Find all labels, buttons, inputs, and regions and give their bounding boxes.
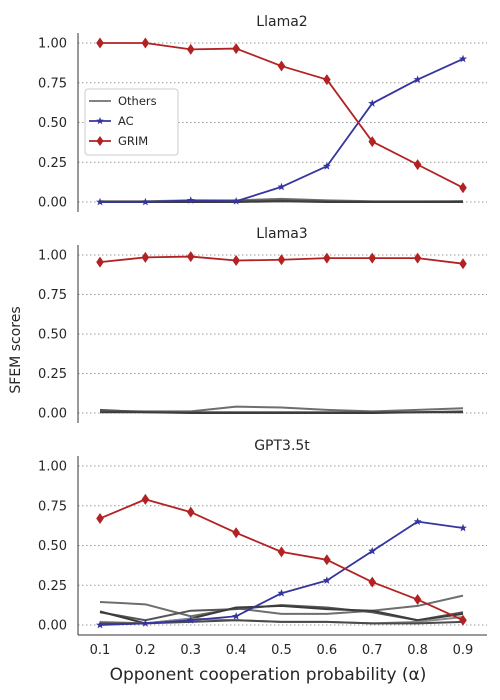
y-tick-label: 0.50: [38, 539, 67, 554]
y-tick-label: 0.50: [38, 328, 67, 343]
grim-point: [368, 136, 377, 148]
y-tick-label: 0.25: [38, 156, 67, 171]
x-tick-label: 0.7: [362, 643, 383, 658]
y-tick-label: 0.00: [38, 407, 67, 422]
grim-point: [413, 159, 422, 171]
y-tick-label: 0.00: [38, 619, 67, 634]
ac-point: [459, 54, 467, 63]
grim-point: [277, 546, 286, 558]
x-tick-label: 0.2: [135, 643, 156, 658]
ac-point: [96, 620, 104, 629]
grim-point: [186, 251, 195, 263]
y-tick-label: 0.75: [38, 76, 67, 91]
grim-point: [368, 252, 377, 264]
panels: Llama20.000.250.500.751.00OthersACGRIMLl…: [38, 14, 487, 658]
ac-point: [322, 576, 331, 584]
grim-point: [232, 43, 240, 55]
panel-title: Llama2: [256, 14, 307, 30]
ac-point: [141, 619, 150, 627]
panel-title: Llama3: [256, 226, 307, 242]
diamond-icon: [96, 136, 104, 146]
legend-label-others: Others: [118, 94, 157, 108]
grim-point: [141, 493, 150, 505]
legend-label-ac: AC: [118, 114, 134, 128]
grim-point: [186, 506, 195, 518]
grim-point: [413, 594, 422, 606]
grim-point: [96, 256, 104, 268]
grim-point: [141, 251, 150, 263]
ac-point: [232, 197, 241, 205]
y-tick-label: 0.00: [38, 196, 67, 211]
series-line-ac: [99, 520, 464, 626]
ac-point: [459, 523, 467, 532]
y-tick-label: 0.25: [38, 367, 67, 382]
series-line-others: [99, 405, 464, 413]
y-tick-label: 1.00: [38, 37, 67, 52]
series-line-grim: [99, 498, 464, 622]
ac-point: [322, 162, 331, 170]
legend: Others AC GRIM: [84, 88, 179, 156]
grim-point: [368, 576, 377, 588]
grim-point: [459, 614, 467, 626]
ac-point: [368, 546, 377, 555]
series-line-others: [100, 411, 463, 414]
ac-point: [277, 589, 286, 597]
legend-label-grim: GRIM: [118, 134, 148, 148]
star-icon: [96, 117, 104, 125]
x-axis-label: Opponent cooperation probability (α): [110, 665, 427, 685]
y-tick-label: 0.50: [38, 116, 67, 131]
grim-point: [96, 512, 104, 524]
ac-point: [141, 197, 150, 206]
y-tick-label: 0.75: [38, 499, 67, 514]
legend-box: [84, 88, 179, 156]
grim-point: [186, 43, 195, 55]
panel-title: GPT3.5t: [254, 438, 310, 454]
grim-point: [323, 554, 331, 566]
y-tick-label: 0.25: [38, 579, 67, 594]
grim-point: [277, 254, 286, 266]
x-tick-label: 0.9: [453, 643, 474, 658]
ac-point: [368, 99, 377, 107]
grim-point: [232, 255, 240, 267]
grim-point: [141, 37, 150, 49]
ac-point: [96, 197, 104, 206]
y-tick-label: 0.75: [38, 288, 67, 303]
x-tick-label: 0.5: [271, 643, 292, 658]
panel-llama2: Llama2 0.00 0.25 0.50 0.75 1.00 Others AC GRIM: [38, 14, 487, 212]
grim-point: [277, 60, 286, 72]
panel-llama3: Llama3 0.00 0.25 0.50 0.75 1.00: [38, 226, 487, 423]
grim-point: [323, 252, 331, 264]
ac-point: [277, 182, 286, 191]
x-tick-label: 0.8: [407, 643, 428, 658]
ac-point: [413, 75, 422, 83]
grim-point: [459, 258, 467, 270]
y-tick-label: 1.00: [38, 249, 67, 264]
grim-point: [413, 252, 422, 264]
x-tick-label: 0.4: [226, 643, 247, 658]
grim-point: [96, 37, 104, 49]
grim-point: [323, 74, 331, 86]
x-tick-label: 0.3: [180, 643, 201, 658]
ac-point: [232, 612, 241, 620]
x-tick-label: 0.6: [317, 643, 338, 658]
grim-point: [459, 182, 467, 194]
y-axis-label: SFEM scores: [8, 306, 24, 393]
grim-point: [232, 527, 240, 539]
x-tick-label: 0.1: [90, 643, 111, 658]
ac-point: [186, 196, 195, 204]
panel-gpt3-5t: GPT3.5t 0.00 0.25 0.50 0.75 1.00 0.1 0.2 0.3 0.4 0…: [38, 438, 487, 658]
series-line-others: [99, 594, 464, 618]
ac-point: [413, 517, 422, 526]
y-tick-label: 1.00: [38, 460, 67, 475]
ac-point: [186, 616, 195, 624]
